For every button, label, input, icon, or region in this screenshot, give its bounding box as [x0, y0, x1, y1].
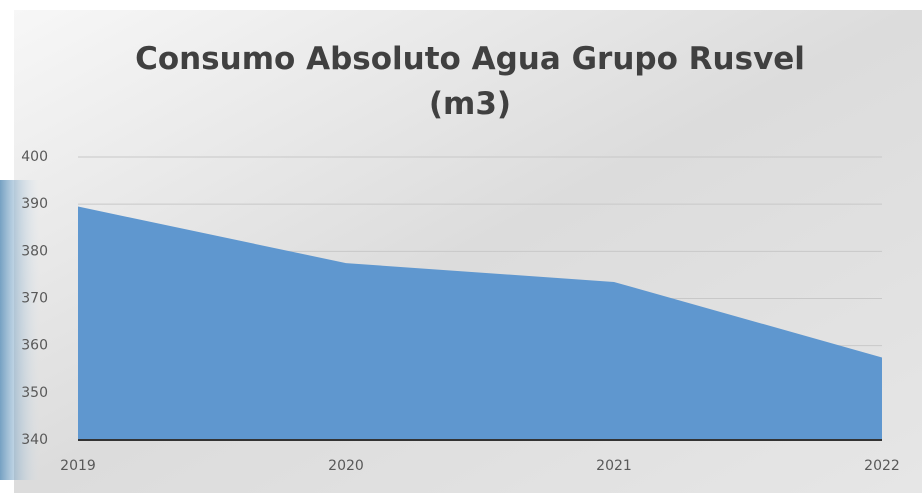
y-tick-label: 390	[21, 196, 48, 212]
x-tick-label: 2021	[596, 458, 632, 474]
chart-title: Consumo Absoluto Agua Grupo Rusvel (m3)	[135, 41, 805, 122]
water-decoration	[0, 180, 40, 480]
y-tick-label: 400	[21, 149, 48, 165]
y-tick-label: 340	[21, 432, 48, 448]
x-tick-label: 2022	[864, 458, 900, 474]
area	[78, 206, 882, 440]
y-tick-label: 370	[21, 291, 48, 307]
x-tick-label: 2020	[328, 458, 364, 474]
y-tick-label: 360	[21, 338, 48, 354]
y-tick-label: 350	[21, 385, 48, 401]
y-tick-label: 380	[21, 243, 48, 259]
x-tick-label: 2019	[60, 458, 96, 474]
